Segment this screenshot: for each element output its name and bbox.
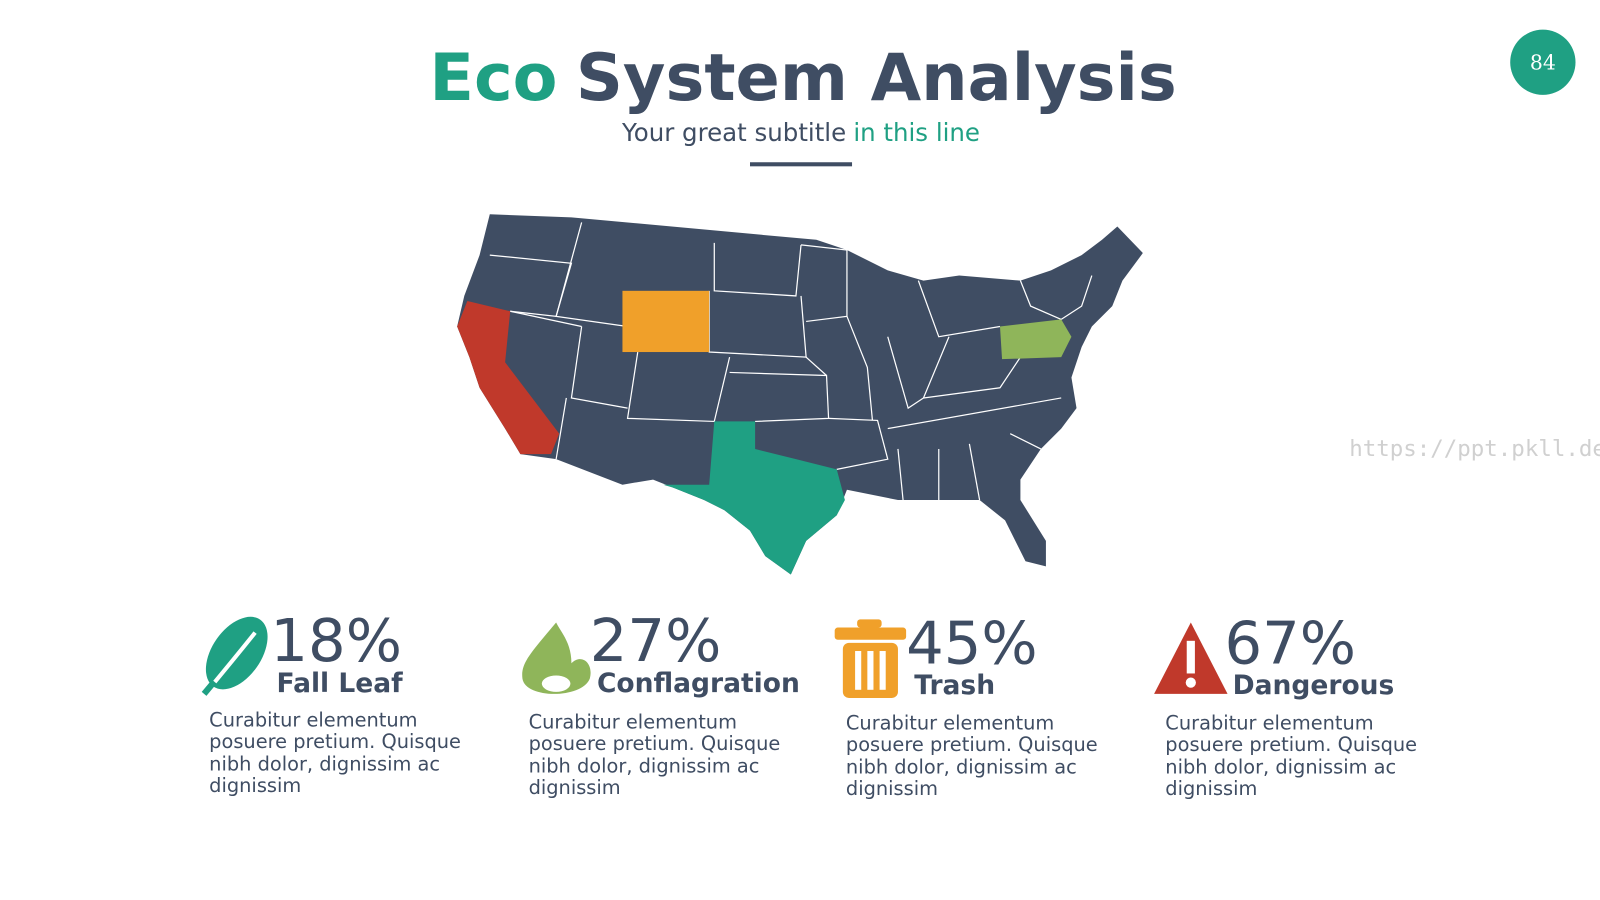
leaf-icon: [201, 616, 268, 696]
state-borders: [489, 222, 1093, 501]
item-percent: 45%: [906, 608, 1038, 677]
title-underline: [750, 162, 853, 167]
warning-icon: [1154, 622, 1228, 694]
item-text: nibh dolor, dignissim ac: [209, 752, 440, 775]
item-text: posuere pretium. Quisque: [529, 732, 781, 755]
item-percent: 18%: [270, 606, 402, 675]
wyoming: [622, 290, 710, 353]
item: 18% Fall Leaf Curabitur elementum posuer…: [209, 606, 461, 797]
item-label: Conflagration: [597, 668, 800, 699]
item: 45% Trash Curabitur elementum posuere pr…: [846, 608, 1098, 800]
pennsylvania: [1000, 319, 1072, 360]
page-number: 84: [1530, 50, 1556, 74]
subtitle: Your great subtitle in this line: [621, 118, 980, 147]
title: Eco System Analysis: [429, 40, 1176, 116]
item-text: dignissim: [529, 776, 621, 799]
item: 67% Dangerous Curabitur elementum posuer…: [1165, 608, 1417, 800]
us-map: [457, 214, 1143, 575]
item-text: dignissim: [846, 777, 938, 800]
item-text: Curabitur elementum: [529, 711, 737, 734]
item-label: Trash: [914, 670, 995, 701]
item-text: posuere pretium. Quisque: [1165, 733, 1417, 756]
item-text: Curabitur elementum: [846, 712, 1054, 735]
item-text: nibh dolor, dignissim ac: [846, 755, 1077, 778]
item-text: nibh dolor, dignissim ac: [529, 754, 760, 777]
item-percent: 67%: [1224, 608, 1356, 677]
item-text: dignissim: [209, 774, 301, 797]
item-label: Fall Leaf: [277, 668, 404, 699]
flame-icon: [522, 622, 591, 694]
item-text: posuere pretium. Quisque: [209, 730, 461, 753]
watermark: https://ppt.pkll.de: [1349, 436, 1600, 462]
texas: [663, 421, 845, 575]
item-text: posuere pretium. Quisque: [846, 733, 1098, 756]
item-percent: 27%: [590, 606, 722, 675]
page-badge: [1510, 29, 1576, 95]
item-label: Dangerous: [1233, 670, 1395, 701]
subtitle-main: Your great subtitle: [621, 118, 846, 147]
item-text: Curabitur elementum: [1165, 712, 1373, 735]
title-accent: Eco: [429, 40, 557, 116]
california: [457, 301, 560, 455]
item-text: nibh dolor, dignissim ac: [1165, 755, 1396, 778]
subtitle-accent: in this line: [853, 118, 980, 147]
item: 27% Conflagration Curabitur elementum po…: [529, 606, 800, 799]
item-text: Curabitur elementum: [209, 709, 417, 732]
trash-icon: [834, 619, 907, 698]
title-main: System Analysis: [576, 40, 1177, 116]
item-text: dignissim: [1165, 777, 1257, 800]
